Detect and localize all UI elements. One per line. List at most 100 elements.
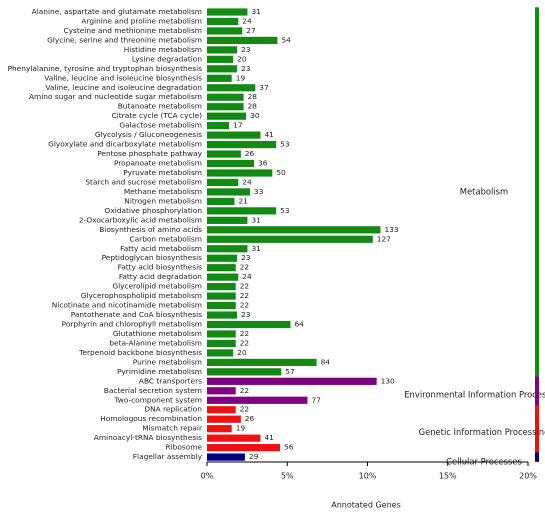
count-label: 24 [242, 16, 252, 25]
category-label: Valine, leucine and isoleucine degradati… [45, 83, 202, 92]
category-label: 2-Oxocarboxylic acid metabolism [79, 215, 202, 224]
bar [207, 131, 261, 139]
bar [207, 434, 261, 442]
group-strip [535, 7, 539, 377]
bar [207, 197, 235, 205]
count-label: 22 [240, 405, 249, 414]
count-label: 57 [285, 367, 295, 376]
group-label: Genetic Information Processing [419, 427, 545, 437]
category-label: Glycolysis / Gluconeogenesis [95, 130, 202, 139]
count-label: 56 [284, 443, 294, 452]
category-label: Pantothenate and CoA biosynthesis [71, 310, 202, 319]
bar [207, 169, 273, 177]
category-label: Amino sugar and nucleotide sugar metabol… [29, 92, 202, 101]
bar [207, 178, 239, 187]
category-label: Arginine and proline metabolism [81, 16, 202, 25]
bar [207, 17, 239, 26]
bar [207, 188, 251, 196]
category-label: Butanoate metabolism [118, 102, 202, 111]
count-label: 23 [241, 310, 251, 319]
x-tick-label: 5% [281, 472, 294, 481]
bar [207, 254, 238, 262]
category-label: Homologous recombination [100, 414, 202, 423]
count-label: 22 [240, 338, 249, 347]
bar [207, 273, 239, 281]
group-strip [535, 376, 539, 406]
category-label: Mismatch repair [142, 424, 203, 433]
count-label: 22 [240, 386, 249, 395]
category-label: Cysteine and methionine metabolism [64, 26, 202, 35]
bar [207, 84, 256, 92]
bar [207, 311, 238, 319]
bar [207, 339, 236, 348]
category-label: Pyruvate metabolism [123, 168, 202, 177]
category-label: Starch and sucrose metabolism [85, 177, 202, 186]
count-label: 19 [236, 73, 246, 82]
bar [207, 122, 230, 130]
count-label: 26 [245, 414, 255, 423]
x-axis-title: Annotated Genes [331, 501, 401, 510]
count-label: 84 [321, 357, 331, 366]
bar [207, 65, 238, 73]
category-label: Bacterial secretion system [104, 386, 202, 395]
category-label: Methane metabolism [124, 187, 202, 196]
category-label: Glycerolipid metabolism [112, 282, 202, 291]
count-label: 21 [238, 196, 248, 205]
category-label: DNA replication [144, 405, 202, 414]
category-label: Peptidoglycan biosynthesis [102, 253, 203, 262]
group-label: Metabolism [460, 186, 508, 196]
category-label: Histidine metabolism [124, 45, 202, 54]
bar [207, 425, 232, 433]
count-label: 23 [241, 253, 251, 262]
count-label: 17 [233, 121, 243, 130]
count-label: 22 [240, 282, 249, 291]
count-label: 23 [241, 45, 251, 54]
category-label: Purine metabolism [133, 357, 202, 366]
bar [207, 8, 248, 16]
count-label: 33 [254, 187, 264, 196]
count-label: 26 [245, 149, 255, 158]
count-label: 28 [248, 92, 258, 101]
bar [207, 415, 241, 423]
category-label: Galactose metabolism [119, 121, 202, 130]
category-label: Oxidative phosphorylation [105, 206, 203, 215]
bar [207, 444, 281, 452]
bar [207, 150, 241, 158]
count-label: 19 [236, 424, 246, 433]
count-label: 41 [264, 433, 274, 442]
bar [207, 159, 255, 168]
category-label: Fatty acid metabolism [120, 244, 202, 253]
category-label: ABC transporters [139, 376, 202, 385]
category-label: Nicotinate and nicotinamide metabolism [52, 301, 202, 310]
count-label: 64 [294, 320, 304, 329]
bar [207, 245, 248, 253]
category-label: Fatty acid biosynthesis [118, 263, 203, 272]
count-label: 77 [311, 395, 321, 404]
count-label: 41 [264, 130, 274, 139]
count-label: 31 [251, 244, 261, 253]
category-label: Glycine, serine and threonine metabolism [47, 35, 202, 44]
count-label: 24 [242, 272, 252, 281]
bar [207, 283, 236, 291]
count-label: 30 [250, 111, 260, 120]
bar [207, 55, 234, 63]
bar [207, 320, 291, 329]
bar [207, 74, 232, 82]
x-tick-label: 10% [359, 472, 377, 481]
bar [207, 46, 238, 54]
category-label: Lysine degradation [132, 54, 202, 63]
category-label: Pentose phosphate pathway [97, 149, 202, 158]
category-label: Valine, leucine and isoleucine biosynthe… [44, 73, 202, 82]
count-label: 36 [258, 159, 268, 168]
category-label: Porphyrin and chlorophyll metabolism [62, 320, 202, 329]
bar [207, 207, 277, 215]
bar [207, 36, 278, 45]
category-label: Biosynthesis of amino acids [99, 225, 202, 234]
count-label: 20 [237, 54, 247, 63]
bar [207, 406, 236, 414]
count-label: 24 [242, 177, 252, 186]
category-label: Flagellar assembly [133, 452, 203, 461]
category-label: Alanine, aspartate and glutamate metabol… [32, 7, 202, 16]
x-tick-label: 15% [439, 472, 457, 481]
bar [207, 140, 277, 149]
